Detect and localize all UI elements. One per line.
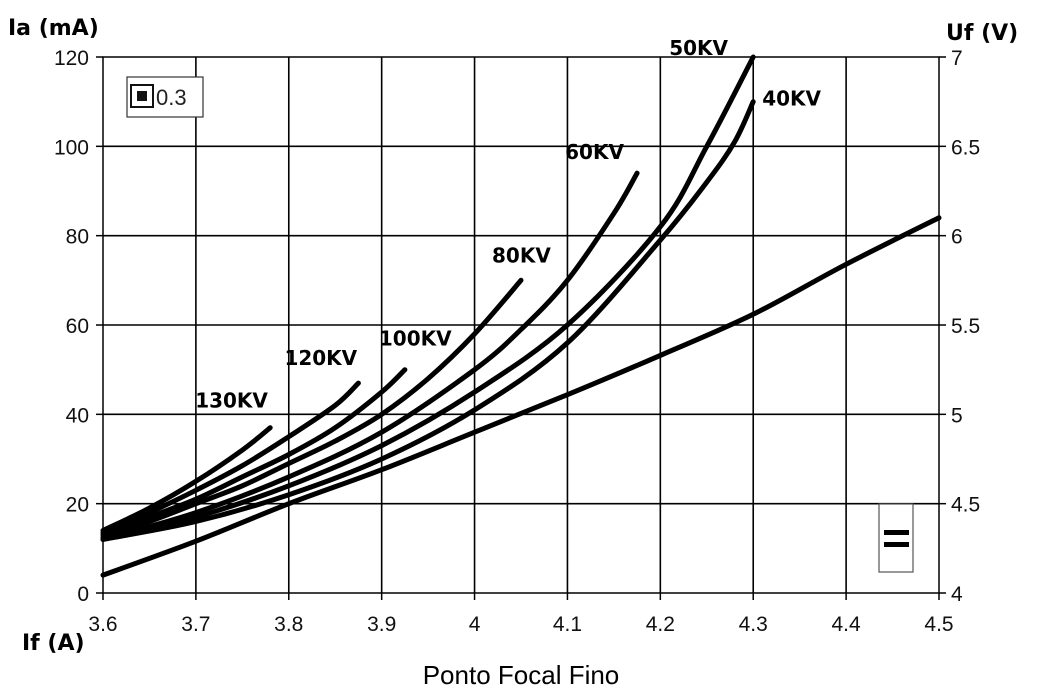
right-y-tick-label: 5 [951,404,963,427]
x-tick-label: 4 [469,613,481,636]
curve-40kv [100,99,756,542]
left-y-tick-label: 100 [54,136,89,159]
right-y-tick-label: 4.5 [951,494,980,517]
right-y-tick-label: 4 [951,583,963,606]
left-y-tick-label: 40 [66,404,89,427]
curve-60kv [100,170,640,542]
curve-label-60kv: 60KV [565,140,624,164]
marker-box [878,503,914,573]
left-y-axis-title: Ia (mA) [8,16,99,41]
x-tick-label: 4.5 [924,613,953,636]
curve-label-50kv: 50KV [669,36,728,60]
left-y-tick-label: 120 [54,47,89,70]
x-tick-label: 4.1 [553,613,582,636]
x-tick-label: 4.4 [832,613,862,636]
right-y-tick-label: 7 [951,47,963,70]
curve-120kv [100,380,361,536]
curve-label-100kv: 100KV [379,327,452,351]
curve-labels: 130KV 120KV 100KV 80KV 60KV 50KV 40KV [195,36,821,413]
legend-label: 0.3 [156,85,187,110]
right-y-tick-label: 6.5 [951,136,980,159]
right-y-tick-label: 5.5 [951,315,980,338]
curve-label-130kv: 130KV [195,389,268,413]
right-y-axis-title: Uf (V) [946,21,1018,46]
x-axis-ticks: 3.6 3.7 3.8 3.9 4 4.1 4.2 4.3 4.4 4.5 [88,593,954,636]
curve-label-40kv: 40KV [762,87,821,111]
legend-box: 0.3 [126,76,204,118]
right-y-axis-ticks: 4 4.5 5 5.5 6 6.5 7 [939,47,980,606]
left-y-tick-label: 80 [66,226,89,249]
curve-80kv [100,277,524,540]
right-y-tick-label: 6 [951,226,963,249]
curve-100kv [100,367,408,538]
curve-label-80kv: 80KV [492,243,551,267]
marker-frame [878,503,914,573]
left-y-axis-ticks: 0 20 40 60 80 100 120 [54,47,103,606]
chart-caption: Ponto Focal Fino [423,660,620,690]
focal-spot-square-icon [130,84,154,108]
left-y-tick-label: 60 [66,315,89,338]
x-tick-label: 3.9 [367,613,396,636]
equals-icon [884,530,909,547]
curve-50kv [100,54,756,542]
curve-uf [100,215,942,578]
x-tick-label: 3.8 [274,613,303,636]
curve-label-120kv: 120KV [284,346,357,370]
curve-130kv [100,425,273,533]
curves [100,54,942,578]
x-tick-label: 3.6 [88,613,117,636]
x-tick-label: 3.7 [181,613,210,636]
x-axis-title: If (A) [22,631,85,656]
left-y-tick-label: 20 [66,494,89,517]
x-tick-label: 4.3 [739,613,768,636]
x-tick-label: 4.2 [646,613,675,636]
left-y-tick-label: 0 [77,583,89,606]
